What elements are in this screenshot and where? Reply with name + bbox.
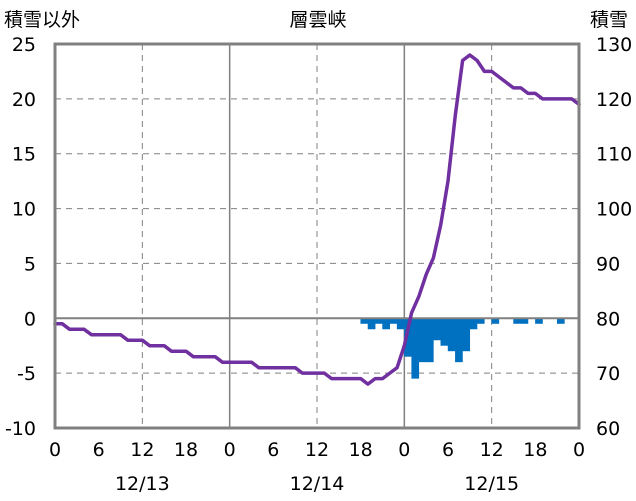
left-tick-label: 15	[12, 144, 36, 166]
right-tick-label: 80	[596, 308, 620, 330]
bar	[513, 318, 521, 324]
bar	[389, 318, 398, 324]
left-tick-label: -5	[17, 363, 36, 385]
date-labels: 12/13 12/14 12/15	[115, 473, 519, 495]
left-tick-label: -10	[5, 418, 36, 440]
right-tick-label: 60	[596, 418, 620, 440]
left-tick-label: 20	[12, 89, 36, 111]
chart-title: 層雲峡	[289, 9, 346, 31]
date-label: 12/14	[290, 473, 345, 495]
bar	[411, 318, 420, 379]
right-tick-labels: 130 120 110 100 90 80 70 60	[596, 34, 632, 440]
line-series	[53, 53, 581, 386]
bar	[520, 318, 529, 324]
left-tick-label: 25	[12, 34, 36, 56]
bar	[375, 318, 383, 324]
date-label: 12/15	[464, 473, 519, 495]
right-axis-label: 積雪	[590, 9, 628, 31]
grid-lines	[55, 44, 579, 428]
x-tick-label: 18	[174, 439, 198, 461]
bar	[382, 318, 390, 330]
x-tick-label: 6	[267, 439, 279, 461]
bar	[476, 318, 485, 324]
bar	[433, 318, 441, 341]
left-tick-label: 5	[24, 253, 36, 275]
bar	[418, 318, 427, 363]
x-tick-label: 0	[224, 439, 236, 461]
x-tick-label: 6	[442, 439, 454, 461]
bar	[491, 318, 500, 324]
plot-frame	[53, 42, 581, 430]
x-tick-label: 0	[49, 439, 61, 461]
bar	[462, 318, 471, 352]
x-tick-label: 0	[398, 439, 410, 461]
right-tick-label: 120	[596, 89, 632, 111]
bar	[455, 318, 463, 363]
bar	[425, 318, 434, 363]
bar	[535, 318, 543, 324]
right-tick-label: 90	[596, 253, 620, 275]
snow-depth-line	[53, 53, 581, 386]
x-tick-label: 18	[523, 439, 547, 461]
bar	[556, 318, 565, 324]
bar	[440, 318, 449, 346]
bar	[360, 318, 369, 324]
x-tick-label: 12	[305, 439, 329, 461]
bar	[367, 318, 376, 330]
bar	[447, 318, 456, 352]
bar	[469, 318, 478, 330]
right-tick-label: 70	[596, 363, 620, 385]
bar	[404, 318, 412, 357]
left-tick-label: 0	[24, 308, 36, 330]
x-tick-label: 18	[349, 439, 373, 461]
x-tick-label: 12	[480, 439, 504, 461]
bar	[396, 318, 405, 330]
left-tick-labels: 25 20 15 10 5 0 -5 -10	[5, 34, 36, 440]
bar-series	[360, 318, 565, 379]
left-tick-label: 10	[12, 199, 36, 221]
right-tick-label: 110	[596, 144, 632, 166]
right-tick-label: 130	[596, 34, 632, 56]
x-tick-labels: 0 6 12 18 0 6 12 18 0 6 12 18 0	[49, 439, 585, 461]
right-tick-label: 100	[596, 199, 632, 221]
x-tick-label: 0	[573, 439, 585, 461]
left-axis-label: 積雪以外	[4, 9, 80, 31]
date-label: 12/13	[115, 473, 170, 495]
x-tick-label: 12	[130, 439, 154, 461]
x-tick-label: 6	[93, 439, 105, 461]
